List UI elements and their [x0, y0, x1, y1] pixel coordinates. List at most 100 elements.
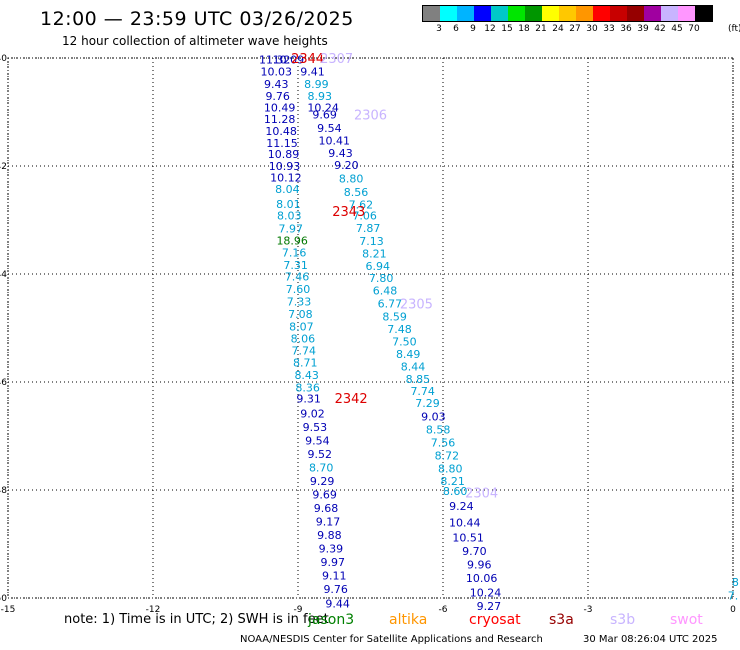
satellite-altika: altika	[389, 612, 428, 628]
wave-height-value: 11.32	[259, 54, 291, 67]
legend-label: 18	[518, 24, 530, 34]
wave-height-value: 9.97	[321, 556, 346, 569]
wave-height-value: 10.06	[466, 572, 498, 585]
legend-swatch	[525, 6, 542, 21]
wave-height-value: 10.51	[452, 532, 484, 545]
wave-height-value: 7.13	[359, 235, 384, 248]
wave-height-value: 10.24	[307, 102, 339, 115]
wave-height-value: 7.62	[349, 198, 374, 211]
legend-swatch	[559, 6, 576, 21]
wave-height-value: 10.03	[261, 66, 293, 79]
legend-swatch	[593, 6, 610, 21]
legend-swatch	[627, 6, 644, 21]
satellite-pass: 6.778.597.487.508.498.448.857.747.299.03…	[378, 298, 468, 498]
satellite-pass: 9.319.029.539.549.528.709.299.699.689.17…	[296, 392, 367, 610]
x-tick-label: -15	[1, 605, 16, 615]
wave-height-value: 9.02	[300, 407, 325, 420]
y-tick-label: -46	[0, 378, 7, 388]
wave-height-value: 7.	[728, 589, 739, 602]
wave-height-value: 9.20	[334, 159, 359, 172]
wave-height-value: 10.49	[264, 102, 296, 115]
wave-height-value: 7.08	[288, 308, 313, 321]
wave-height-value: 9.39	[319, 542, 344, 555]
legend-label: 30	[586, 24, 598, 34]
wave-height-value: 18.96	[276, 235, 308, 248]
wave-height-value: 9.76	[265, 90, 290, 103]
wave-height-value: 10.12	[270, 171, 302, 184]
legend-label: 45	[671, 24, 683, 34]
wave-height-value: 10.44	[449, 516, 481, 529]
wave-height-value: 7.48	[387, 323, 412, 336]
wave-height-value: 8.71	[293, 357, 318, 370]
wave-height-value: 8.04	[275, 183, 300, 196]
wave-height-value: 8.72	[435, 449, 460, 462]
wave-height-value: 8.07	[289, 320, 314, 333]
wave-height-value: 6.94	[366, 260, 391, 273]
wave-height-value: 7.16	[282, 246, 307, 259]
legend-label: 15	[501, 24, 513, 34]
legend-label: 21	[535, 24, 547, 34]
legend-label: 70	[688, 24, 700, 34]
footnote: note: 1) Time is in UTC; 2) SWH is in fe…	[64, 612, 329, 627]
pass-time-label: 2305	[400, 298, 433, 313]
wave-height-value: 8	[732, 576, 739, 589]
satellite-pass: 11.3210.0910.039.439.7610.4911.2810.4811…	[259, 52, 324, 394]
wave-height-value: 10.48	[265, 125, 297, 138]
wave-height-value: 7.74	[410, 385, 435, 398]
x-tick-label: 0	[730, 605, 736, 615]
y-tick-label: -42	[0, 162, 7, 172]
wave-height-value: 7.50	[392, 336, 417, 349]
wave-height-value: 9.54	[317, 122, 342, 135]
wave-height-value: 8.80	[339, 172, 364, 185]
wave-height-value: 9.76	[323, 583, 348, 596]
wave-height-value: 9.03	[421, 411, 446, 424]
wave-height-value: 10.41	[319, 135, 351, 148]
wave-height-value: 7.33	[287, 296, 312, 309]
legend-swatch	[440, 6, 457, 21]
wave-height-value: 9.69	[312, 488, 337, 501]
wave-height-value: 9.53	[303, 421, 328, 434]
y-tick-label: -44	[0, 270, 7, 280]
satellite-jason3: jason3	[308, 612, 355, 628]
x-tick-label: -3	[584, 605, 593, 615]
legend-swatch	[644, 6, 661, 21]
satellite-pass: 87.	[728, 576, 739, 603]
legend-swatch	[474, 6, 491, 21]
legend-swatch	[491, 6, 508, 21]
wave-height-value: 7.06	[352, 210, 377, 223]
y-tick-label: -50	[0, 594, 7, 604]
wave-height-value: 8.36	[295, 381, 320, 394]
legend-label: 6	[453, 24, 459, 34]
wave-height-value: 7.74	[292, 345, 317, 358]
pass-time-label: 2307	[320, 52, 353, 67]
pass-time-label: 2306	[354, 109, 387, 124]
wave-height-value: 6.77	[378, 298, 403, 311]
wave-height-value: 10.24	[470, 587, 502, 600]
legend-swatch	[576, 6, 593, 21]
satellite-pass: 2343	[332, 205, 365, 220]
wave-height-value: 9.43	[264, 78, 289, 91]
pass-time-label: 2304	[465, 487, 498, 502]
wave-height-value: 9.88	[317, 529, 342, 542]
wave-height-value: 8.49	[396, 348, 421, 361]
legend-label: 12	[484, 24, 496, 34]
wave-height-value: 7.56	[431, 436, 456, 449]
legend-label: 39	[637, 24, 649, 34]
pass-time-label: 2343	[332, 205, 365, 220]
wave-height-value: 8.85	[406, 373, 431, 386]
wave-height-value: 7.97	[279, 223, 304, 236]
credit-text: NOAA/NESDIS Center for Satellite Applica…	[240, 634, 543, 645]
legend-swatch	[610, 6, 627, 21]
wave-height-value: 8.43	[294, 369, 319, 382]
y-tick-label: -48	[0, 486, 7, 496]
map-frame	[7, 57, 734, 599]
wave-height-value: 8.06	[291, 332, 316, 345]
wave-height-value: 10.89	[268, 148, 300, 161]
wave-height-value: 11.15	[266, 137, 298, 150]
wave-height-value: 8.01	[276, 198, 301, 211]
wave-height-value: 8.56	[344, 186, 369, 199]
legend-label: 33	[603, 24, 615, 34]
